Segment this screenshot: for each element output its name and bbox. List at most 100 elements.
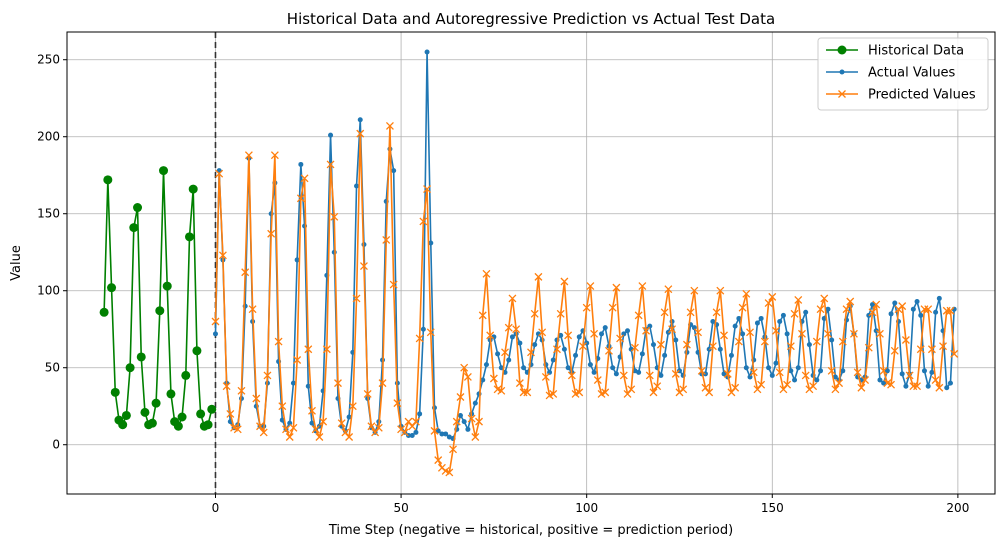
grid (67, 32, 995, 494)
data-point (367, 422, 376, 431)
data-point (590, 329, 599, 338)
data-point (565, 365, 571, 371)
data-point (489, 374, 498, 383)
data-point (837, 45, 847, 55)
data-point (879, 366, 888, 375)
data-point (506, 357, 512, 363)
data-point (226, 409, 235, 418)
data-point (950, 349, 959, 358)
data-point (298, 161, 304, 167)
data-point (929, 369, 935, 375)
data-point (831, 385, 840, 394)
data-point (460, 363, 469, 372)
data-point (638, 282, 647, 291)
data-point (428, 240, 434, 246)
data-point (356, 129, 365, 138)
data-point (352, 294, 361, 303)
data-point (798, 329, 806, 338)
data-point (936, 295, 942, 301)
data-point (305, 383, 311, 389)
data-point (294, 257, 300, 263)
data-point (218, 251, 227, 260)
data-point (612, 283, 621, 292)
data-point (107, 283, 117, 293)
data-point (133, 203, 143, 213)
series-layer (99, 49, 959, 477)
data-point (812, 337, 821, 346)
data-point (166, 389, 176, 399)
data-point (694, 328, 702, 337)
data-point (424, 49, 430, 55)
data-point (382, 235, 391, 244)
series-historical-data (99, 166, 217, 431)
data-point (884, 368, 890, 374)
data-point (909, 382, 918, 391)
data-point (608, 303, 617, 312)
data-point (534, 272, 543, 281)
data-point (757, 380, 766, 389)
data-point (267, 229, 276, 238)
data-point (498, 365, 504, 371)
data-point (710, 319, 716, 325)
data-point (927, 345, 936, 354)
data-point (602, 325, 608, 331)
data-point (192, 346, 202, 356)
data-point (649, 388, 658, 397)
data-point (233, 425, 242, 434)
data-point (465, 426, 471, 432)
data-point (523, 388, 532, 397)
data-point (159, 166, 169, 176)
data-point (803, 309, 809, 315)
data-point (690, 286, 699, 295)
data-point (738, 303, 747, 312)
data-point (293, 356, 302, 364)
data-point (736, 315, 742, 321)
data-point (946, 306, 955, 315)
data-point (393, 399, 402, 408)
data-point (861, 376, 870, 384)
data-point (110, 387, 120, 397)
data-point (480, 377, 486, 383)
data-point (426, 328, 435, 337)
data-point (732, 323, 738, 329)
data-point (838, 90, 846, 98)
data-point (794, 296, 803, 304)
data-point (445, 468, 454, 477)
data-point (582, 303, 591, 312)
data-point (720, 331, 728, 340)
data-point (439, 431, 445, 437)
data-point (419, 217, 428, 226)
data-point (389, 280, 398, 289)
data-point (601, 388, 610, 397)
data-point (556, 309, 565, 318)
data-point (728, 352, 734, 358)
data-point (593, 376, 602, 384)
data-point (315, 433, 324, 441)
legend-label: Historical Data (868, 44, 964, 59)
data-point (541, 373, 550, 381)
data-point (244, 151, 253, 160)
data-point (721, 371, 727, 377)
data-point (553, 345, 561, 354)
x-tick-label: 150 (761, 501, 784, 515)
data-point (591, 369, 597, 375)
data-point (296, 194, 305, 203)
data-point (872, 300, 881, 309)
data-point (636, 369, 642, 375)
data-point (772, 326, 780, 335)
data-point (613, 371, 619, 377)
data-point (391, 168, 397, 174)
data-point (304, 345, 313, 354)
data-point (413, 429, 419, 435)
data-point (512, 325, 521, 334)
data-point (435, 428, 441, 434)
data-point (658, 372, 664, 378)
data-point (881, 380, 887, 386)
data-point (222, 382, 231, 391)
data-point (853, 368, 862, 377)
data-point (420, 326, 426, 332)
data-point (795, 365, 801, 371)
data-point (829, 337, 835, 343)
data-point (839, 69, 845, 75)
